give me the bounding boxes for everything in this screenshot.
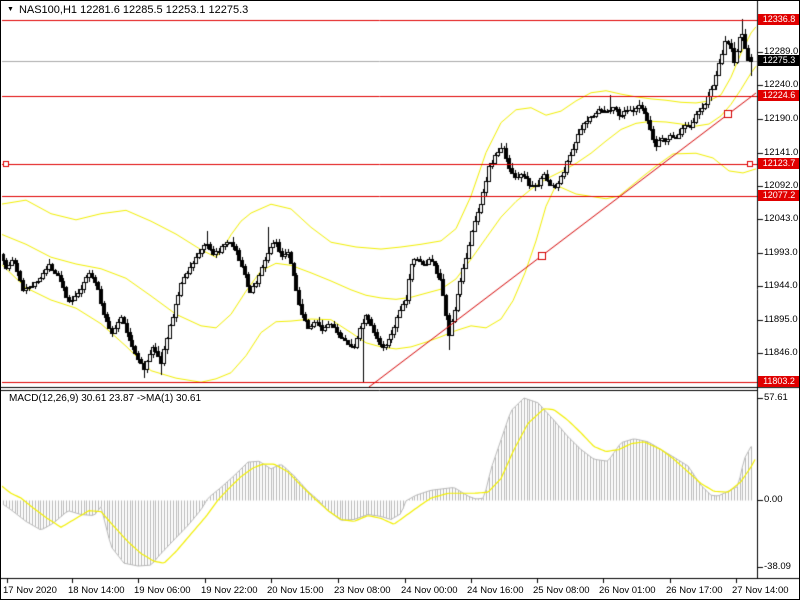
date-tick-label: 26 Nov 17:00 [666,585,723,596]
price-level-badge: 12123.7 [758,158,799,169]
price-tick-label: 12043.0 [764,213,799,224]
macd-axis-label: 0.00 [764,494,783,505]
price-level-badge: 11803.2 [758,376,799,387]
price-tick-label: 11895.0 [764,314,798,325]
date-tick-label: 20 Nov 15:00 [267,585,324,596]
price-tick-label: 12190.0 [764,113,799,124]
date-tick-label: 19 Nov 22:00 [201,585,258,596]
price-tick-label: 12289.0 [764,46,799,57]
current-price-badge: 12275.3 [758,55,799,66]
date-tick-label: 26 Nov 01:00 [599,585,656,596]
price-tick-label: 11944.0 [764,280,798,291]
ohlc-toggle-triangle-icon: ▼ [7,6,14,13]
date-tick-label: 25 Nov 08:00 [533,585,590,596]
price-level-badge: 12336.8 [758,14,799,25]
chart-title: ▼ NAS100,H1 12281.6 12285.5 12253.1 12275… [7,4,248,16]
price-tick-label: 12092.0 [764,180,799,191]
price-level-badge: 12224.6 [758,90,799,101]
macd-axis-label: 57.61 [764,392,788,403]
date-tick-label: 27 Nov 14:00 [732,585,789,596]
date-tick-label: 18 Nov 14:00 [68,585,125,596]
date-tick-label: 24 Nov 16:00 [467,585,524,596]
price-tick-label: 11846.0 [764,347,798,358]
date-tick-label: 24 Nov 00:00 [401,585,458,596]
date-tick-label: 19 Nov 06:00 [134,585,191,596]
price-tick-label: 12141.0 [764,147,799,158]
chart-title-text: NAS100,H1 12281.6 12285.5 12253.1 12275.… [18,4,249,16]
price-tick-label: 12240.0 [764,79,799,90]
macd-axis-label: -38.09 [764,561,791,572]
price-level-badge: 12077.2 [758,190,799,201]
date-tick-label: 17 Nov 2020 [3,585,57,596]
macd-indicator-label: MACD(12,26,9) 30.61 23.87 ->MA(1) 30.61 [9,393,202,404]
price-tick-label: 11993.0 [764,247,798,258]
date-tick-label: 23 Nov 08:00 [334,585,391,596]
